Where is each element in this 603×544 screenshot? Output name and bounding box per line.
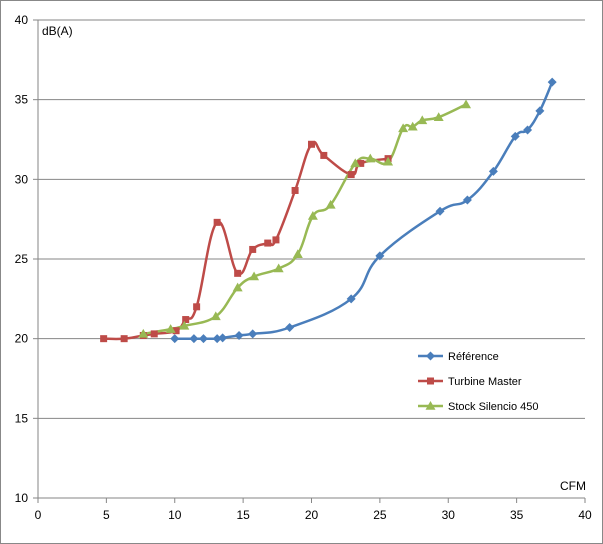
data-point-diamond [212,334,222,344]
data-point-triangle [383,156,394,166]
data-point-diamond [346,294,356,304]
legend-marker-diamond [426,351,435,361]
data-point-triangle [407,121,418,131]
legend-label: Référence [448,351,499,363]
data-point-triangle [165,324,176,333]
data-point-diamond [285,323,295,333]
data-point-square [308,140,315,148]
data-point-triangle [232,282,243,292]
x-tick-label: 10 [168,508,182,522]
legend-label: Stock Silencio 450 [448,401,539,413]
x-tick-label: 20 [305,508,319,522]
legend-label: Turbine Master [448,376,522,388]
x-tick-label: 15 [236,508,250,522]
legend-marker-triangle [425,401,436,410]
y-tick-label: 20 [15,332,29,346]
data-point-triangle [325,199,336,209]
data-point-triangle [138,328,149,338]
data-point-diamond [462,195,472,205]
data-point-triangle [350,158,361,168]
data-point-square [234,269,242,277]
data-point-triangle [273,263,284,273]
data-point-diamond [510,131,520,141]
x-tick-label: 35 [510,508,524,522]
y-tick-label: 15 [15,411,29,425]
tick-labels: 10 15 20 25 30 35 40 0 5 10 15 20 25 30 35 40 [15,13,592,522]
data-point-diamond [234,330,244,340]
data-point-square [249,245,257,253]
y-tick-label: 35 [15,93,29,107]
data-point-square [100,335,108,343]
series-line-triangle [143,103,467,336]
data-point-diamond [248,329,258,339]
data-point-triangle [292,249,303,258]
y-tick-label: 25 [15,252,29,266]
data-point-triangle [210,311,221,321]
data-point-square [182,316,190,324]
x-axis-label: CFM [560,479,586,493]
data-point-triangle [365,153,376,163]
data-point-diamond [189,334,199,344]
data-point-triangle [417,115,428,125]
data-point-square [150,330,158,338]
data-point-square [120,335,128,343]
data-point-triangle [433,112,444,121]
data-point-triangle [398,123,409,133]
data-point-diamond [435,206,445,216]
series-lines [103,81,554,341]
y-axis-label: dB(A) [42,24,73,38]
data-point-triangle [179,320,190,330]
y-tick-label: 10 [15,491,29,505]
data-point-diamond [488,166,498,176]
data-point-diamond [523,125,533,135]
data-point-square [264,239,272,247]
data-point-diamond [547,77,557,87]
data-point-square [357,159,365,167]
x-tick-label: 25 [373,508,387,522]
data-point-triangle [307,210,318,220]
legend-marker-square [427,377,434,385]
data-point-diamond [218,333,228,343]
data-point-square [320,151,328,159]
data-point-square [347,171,355,179]
x-tick-label: 5 [103,508,110,522]
data-point-diamond [535,106,545,116]
x-tick-label: 30 [442,508,456,522]
data-point-diamond [198,334,208,344]
data-point-triangle [461,99,472,109]
legend: Référence Turbine Master Stock Silencio 45… [418,351,539,413]
y-tick-label: 40 [15,13,29,27]
series-markers [100,77,557,344]
data-point-square [193,303,201,311]
data-point-square [291,186,299,194]
data-point-triangle [249,271,260,281]
data-point-square [213,218,221,226]
y-tick-label: 30 [15,172,29,186]
data-point-square [272,236,280,244]
data-point-diamond [375,251,385,261]
series-line-diamond [174,81,554,340]
axes [33,19,586,503]
data-point-square [172,327,180,335]
x-tick-label: 0 [35,508,42,522]
x-tick-label: 40 [578,508,592,522]
data-point-diamond [170,334,180,344]
series-line-square [103,140,389,341]
